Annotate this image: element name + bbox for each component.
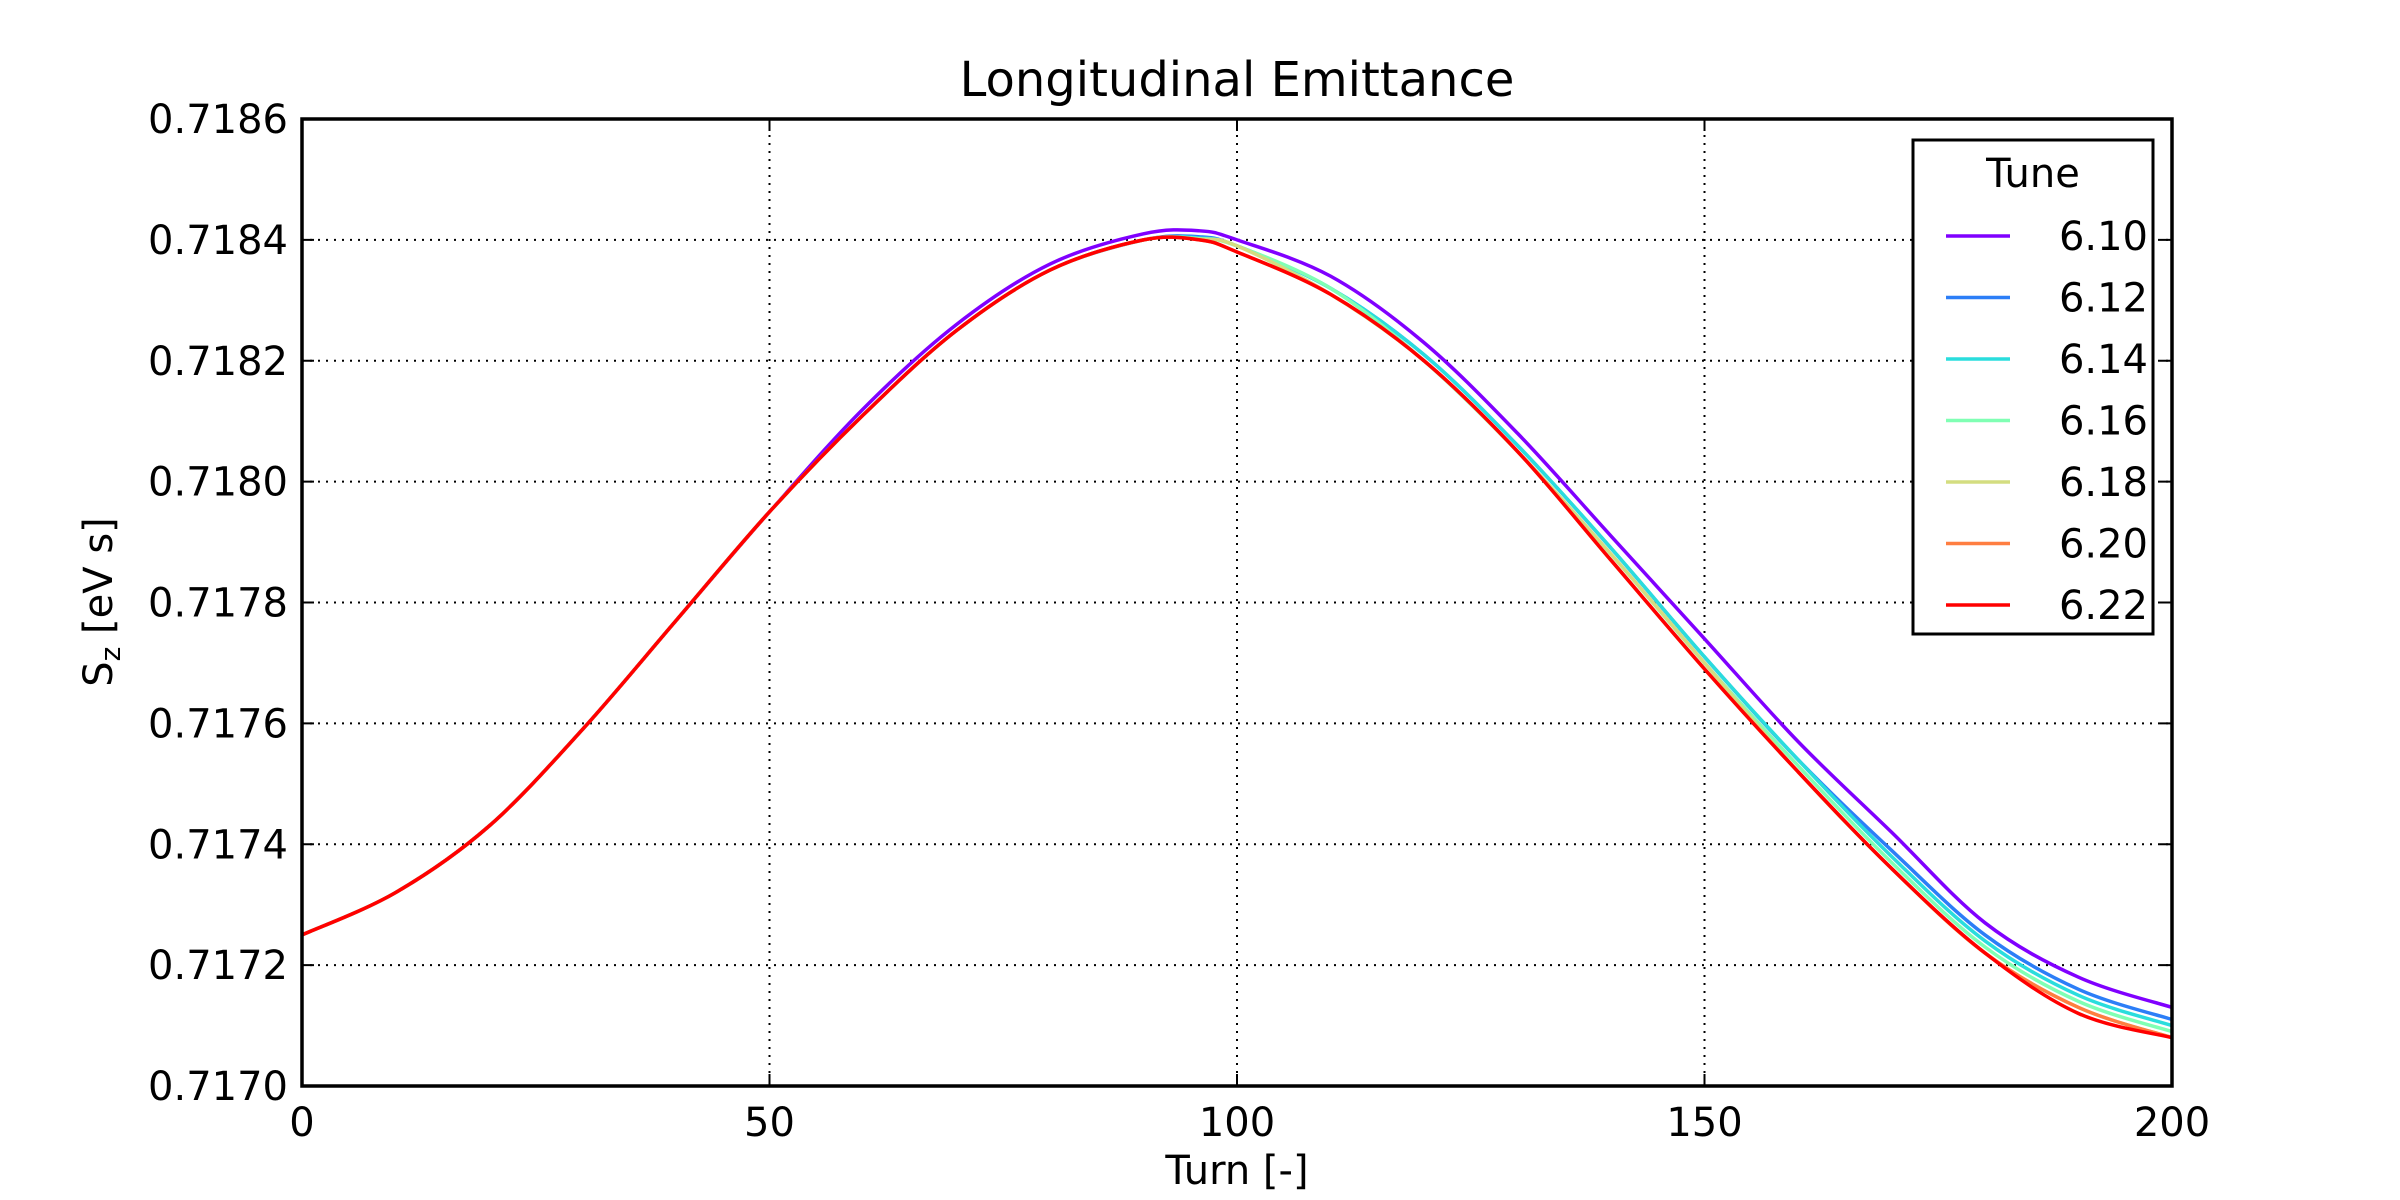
- x-tick-label: 150: [1666, 1100, 1742, 1146]
- legend-label: 6.14: [2059, 337, 2148, 383]
- series-line-6.22: [301, 235, 2173, 1040]
- legend-title: Tune: [1985, 151, 2080, 197]
- legend: Tune 6.10 6.12 6.14 6.16 6.18 6.20 6.22: [1911, 138, 2155, 636]
- legend-label: 6.18: [2059, 460, 2148, 506]
- x-tick-label: 50: [744, 1100, 795, 1146]
- y-axis-label-subscript: z: [94, 647, 127, 662]
- y-tick-label: 0.7184: [148, 218, 288, 264]
- y-tick-label: 0.7172: [148, 943, 288, 989]
- legend-label: 6.12: [2059, 276, 2148, 322]
- y-tick-label: 0.7178: [148, 581, 288, 627]
- y-tick-label: 0.7186: [148, 97, 288, 143]
- axis-ticks: [301, 118, 2173, 1087]
- axis-tick-labels: 0 50 100 150 200 0.7170 0.7172 0.7174 0.7176 0.71…: [148, 97, 2210, 1146]
- y-tick-label: 0.7180: [148, 460, 288, 506]
- x-tick-label: 100: [1199, 1100, 1275, 1146]
- x-tick-label: 0: [289, 1100, 314, 1146]
- y-axis-label-units: [eV s]: [76, 517, 122, 646]
- y-axis-label-main: S: [76, 661, 122, 686]
- x-tick-label: 200: [2134, 1100, 2210, 1146]
- legend-label: 6.20: [2059, 522, 2148, 568]
- y-tick-label: 0.7182: [148, 339, 288, 385]
- legend-label: 6.22: [2059, 583, 2148, 629]
- legend-label: 6.16: [2059, 399, 2148, 445]
- legend-box: [1911, 138, 2155, 636]
- grid: [302, 119, 2172, 1086]
- y-tick-label: 0.7174: [148, 822, 288, 868]
- y-tick-label: 0.7170: [148, 1064, 288, 1110]
- y-axis-label: Sz [eV s]: [76, 517, 127, 687]
- y-tick-label: 0.7176: [148, 701, 288, 747]
- legend-entries: 6.10 6.12 6.14 6.16 6.18 6.20 6.22: [1946, 214, 2148, 629]
- legend-label: 6.10: [2059, 214, 2148, 260]
- chart-title: Longitudinal Emittance: [960, 52, 1515, 108]
- series-lines: [301, 228, 2173, 1040]
- x-axis-label: Turn [-]: [1164, 1148, 1308, 1194]
